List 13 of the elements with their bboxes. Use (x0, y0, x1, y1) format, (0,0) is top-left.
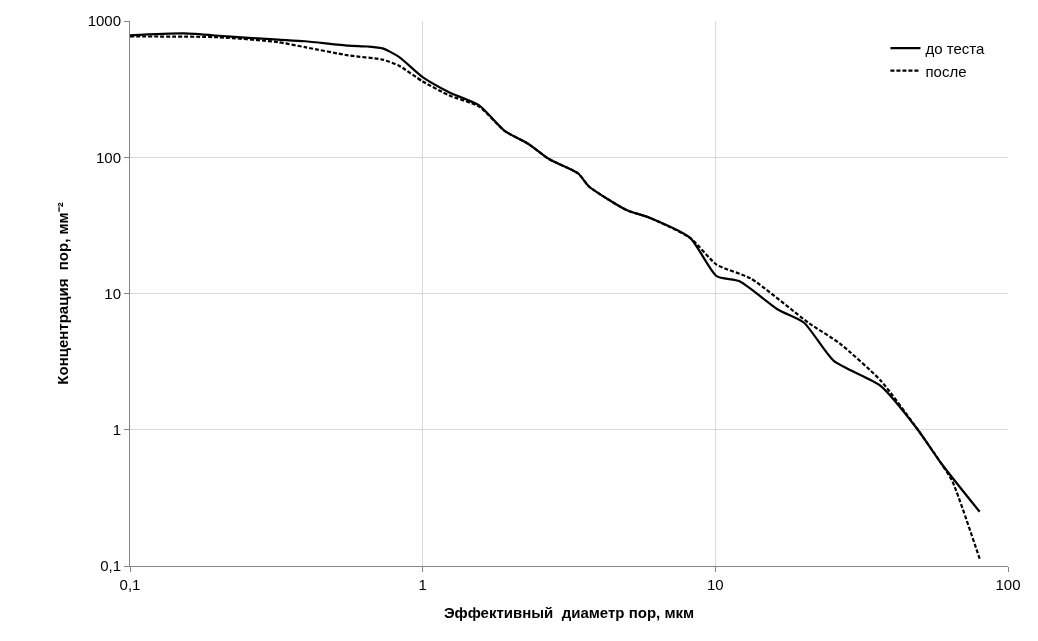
y-tick-label: 0,1 (100, 557, 121, 575)
legend-label: до теста (925, 40, 985, 57)
x-tick-label: 100 (995, 576, 1021, 593)
y-tick-label: 1 (112, 421, 121, 438)
legend-label: после (925, 62, 967, 80)
x-tick-label: 1 (418, 576, 427, 593)
x-tick-label: 10 (706, 576, 724, 593)
x-axis-title: Эффективный диаметр пор, мкм (443, 604, 695, 621)
y-axis-title: Концентрация пор, мм⁻² (53, 202, 71, 385)
y-tick-label: 100 (95, 148, 121, 166)
y-tick-label: 10 (104, 284, 121, 302)
x-tick-label: 0,1 (119, 576, 141, 593)
y-tick-label: 1000 (87, 12, 121, 30)
